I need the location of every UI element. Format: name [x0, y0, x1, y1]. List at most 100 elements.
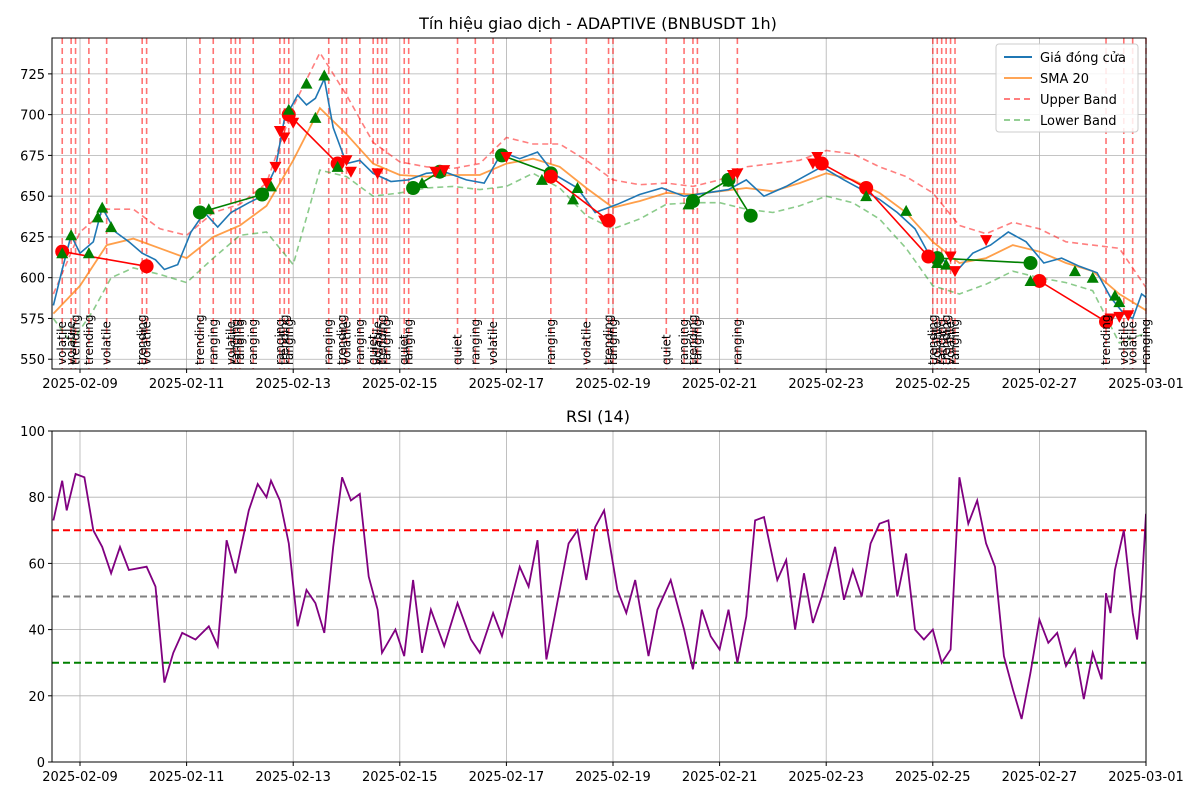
regime-label: volatile	[100, 321, 114, 365]
rsi-y-tick-label: 100	[20, 425, 45, 440]
regime-label: ranging	[379, 319, 393, 365]
buy-signal-marker	[282, 103, 295, 115]
buy-signal-marker	[65, 229, 78, 241]
rsi-y-axis: 0 20 40 60 80 100	[20, 425, 52, 771]
price-x-tick-label: 2025-02-23	[788, 377, 864, 392]
sell-trade-line	[550, 175, 610, 222]
regime-label: volatile	[340, 321, 354, 365]
buy-signal-marker	[1113, 296, 1126, 308]
sell-signal-marker	[438, 165, 451, 177]
price-y-tick-label: 700	[20, 109, 45, 124]
rsi-y-tick-label: 0	[37, 756, 45, 771]
regime-label: ranging	[246, 319, 260, 365]
sell-signal-marker	[1113, 311, 1126, 323]
price-y-tick-label: 725	[20, 68, 45, 83]
regime-label: volatile	[64, 321, 78, 365]
price-series	[52, 51, 1146, 345]
legend-label-lower: Lower Band	[1040, 114, 1116, 129]
price-y-tick-label: 550	[20, 353, 45, 368]
sell-trade-point	[139, 259, 154, 274]
regime-label: quiet	[451, 334, 465, 365]
rsi-x-tick-label: 2025-02-17	[469, 770, 545, 785]
sell-trade-point	[859, 181, 874, 196]
sell-trade-point	[1032, 273, 1047, 288]
buy-signal-marker	[264, 180, 277, 192]
regime-label: trending	[375, 314, 389, 365]
signal-markers	[56, 69, 1135, 325]
price-y-tick-label: 625	[20, 231, 45, 246]
buy-trade-point	[192, 205, 207, 220]
sell-signal-marker	[949, 266, 962, 278]
regime-label: quiet	[366, 334, 380, 365]
price-x-tick-label: 2025-03-01	[1108, 377, 1184, 392]
regime-label: ranging	[606, 319, 620, 365]
sell-signal-marker	[944, 251, 957, 263]
regime-label: trending	[686, 314, 700, 365]
buy-signal-marker	[56, 247, 69, 259]
sell-signal-marker	[287, 117, 300, 129]
regime-label: trending	[69, 314, 83, 365]
close-price-line	[52, 76, 1146, 320]
price-axes-frame	[51, 37, 1147, 370]
regime-label: volatile	[1126, 321, 1140, 365]
buy-trade-point	[743, 208, 758, 223]
sell-trade-point	[921, 249, 936, 264]
sell-signal-marker	[273, 125, 286, 137]
buy-signal-marker	[682, 198, 695, 210]
buy-signal-marker	[300, 77, 313, 89]
buy-signal-marker	[1024, 274, 1037, 286]
regime-label: trending	[1099, 314, 1113, 365]
sell-signal-marker	[500, 152, 513, 164]
buy-signal-marker	[571, 182, 584, 194]
regime-label: volatile	[944, 321, 958, 365]
buy-signal-marker	[1086, 271, 1099, 283]
price-x-tick-label: 2025-02-09	[42, 377, 118, 392]
buy-trade-point	[1023, 256, 1038, 271]
buy-signal-marker	[931, 257, 944, 269]
rsi-line	[52, 472, 1146, 720]
sell-signal-marker	[1122, 310, 1135, 322]
sell-signal-marker	[269, 161, 282, 173]
regime-label: volatile	[55, 321, 69, 365]
rsi-x-axis: 2025-02-09 2025-02-11 2025-02-13 2025-02-15…	[42, 762, 1184, 785]
price-x-tick-label: 2025-02-27	[1002, 377, 1078, 392]
rsi-y-tick-label: 20	[28, 690, 45, 705]
rsi-series	[52, 472, 1146, 720]
regime-label: quiet	[659, 334, 673, 365]
regime-label: ranging	[206, 319, 220, 365]
legend-label-close: Giá đóng cửa	[1040, 51, 1126, 66]
regime-label: ranging	[282, 319, 296, 365]
rsi-x-tick-label: 2025-02-09	[42, 770, 118, 785]
buy-signal-marker	[1108, 289, 1121, 301]
buy-signal-marker	[82, 247, 95, 259]
sell-trade-point	[543, 169, 558, 184]
rsi-x-tick-label: 2025-02-27	[1002, 770, 1078, 785]
sell-signal-marker	[429, 166, 442, 178]
sell-signal-marker	[598, 215, 611, 227]
buy-signal-marker	[567, 193, 580, 205]
regime-label: volatile	[930, 321, 944, 365]
regime-label: trending	[82, 314, 96, 365]
buy-signal-marker	[309, 111, 322, 123]
sell-signal-marker	[278, 132, 291, 144]
rsi-x-tick-label: 2025-02-19	[575, 770, 651, 785]
regime-label: ranging	[273, 319, 287, 365]
rsi-reference-lines	[52, 529, 1146, 664]
price-chart-title: Tín hiệu giao dịch - ADAPTIVE (BNBUSDT 1…	[418, 14, 777, 33]
legend-label-upper: Upper Band	[1040, 93, 1117, 108]
rsi-y-tick-label: 40	[28, 624, 45, 639]
buy-signal-marker	[91, 211, 104, 223]
price-x-tick-label: 2025-02-19	[575, 377, 651, 392]
price-x-tick-label: 2025-02-13	[255, 377, 331, 392]
price-x-tick-label: 2025-02-17	[469, 377, 545, 392]
sell-signal-marker	[371, 168, 384, 180]
price-x-tick-label: 2025-02-11	[149, 377, 225, 392]
sell-signal-marker	[980, 235, 993, 247]
price-y-tick-label: 675	[20, 149, 45, 164]
buy-signal-marker	[860, 190, 873, 202]
regime-label: volatile	[140, 321, 154, 365]
price-y-tick-label: 575	[20, 312, 45, 327]
rsi-x-tick-label: 2025-02-11	[149, 770, 225, 785]
price-x-tick-label: 2025-02-25	[895, 377, 971, 392]
